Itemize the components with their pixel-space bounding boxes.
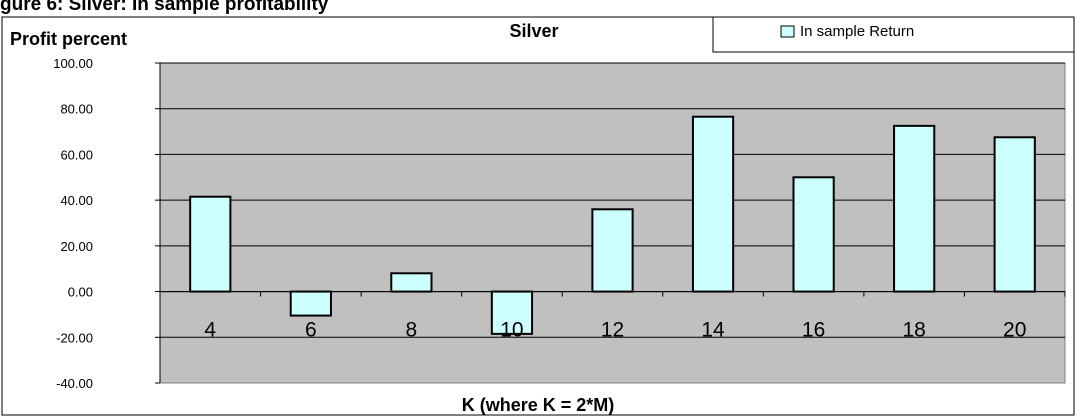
bar-14 (691, 115, 735, 293)
bar-8 (390, 272, 433, 293)
bar-18 (893, 124, 936, 293)
x-tick-label: 12 (601, 319, 624, 342)
bar-10 (490, 290, 534, 335)
x-axis-label: K (where K = 2*M) (462, 395, 615, 415)
y-tick-label: 20.00 (60, 239, 93, 254)
legend-box (712, 16, 1075, 53)
x-tick-label: 8 (406, 319, 418, 342)
x-tick-label: 6 (305, 319, 317, 342)
y-axis-label: Profit percent (10, 29, 127, 49)
bar-4 (189, 195, 232, 293)
x-tick-label: 18 (902, 319, 925, 342)
legend-label: In sample Return (800, 23, 914, 40)
bar-16 (792, 176, 835, 293)
y-tick-label: 40.00 (60, 193, 93, 208)
x-tick-label: 20 (1003, 319, 1026, 342)
x-tick-label: 14 (701, 319, 725, 342)
figure-caption: gure 6: Silver: In sample profitability (0, 0, 329, 15)
bars (189, 115, 1036, 335)
legend: In sample Return (712, 16, 1075, 53)
y-axis: 100.00 80.00 60.00 40.00 20.00 0.00 -20.00 -40.… (53, 56, 161, 391)
x-axis: 4 6 8 10 12 14 16 18 20 (159, 291, 1066, 342)
y-tick-label: -20.00 (56, 330, 93, 345)
x-tick-label: 16 (802, 319, 825, 342)
x-tick-label: 10 (500, 319, 523, 342)
bar-6 (289, 290, 332, 317)
legend-swatch (780, 25, 795, 38)
y-tick-label: 80.00 (60, 102, 93, 117)
x-tick-label: 4 (204, 319, 216, 342)
y-tick-label: 60.00 (60, 147, 93, 162)
bar-12 (591, 208, 634, 293)
y-tick-label: 0.00 (68, 285, 93, 300)
y-tick-label: -40.00 (56, 376, 93, 391)
y-tick-label: 100.00 (53, 56, 93, 71)
chart-title: Silver (509, 21, 558, 41)
bar-20 (993, 136, 1036, 293)
